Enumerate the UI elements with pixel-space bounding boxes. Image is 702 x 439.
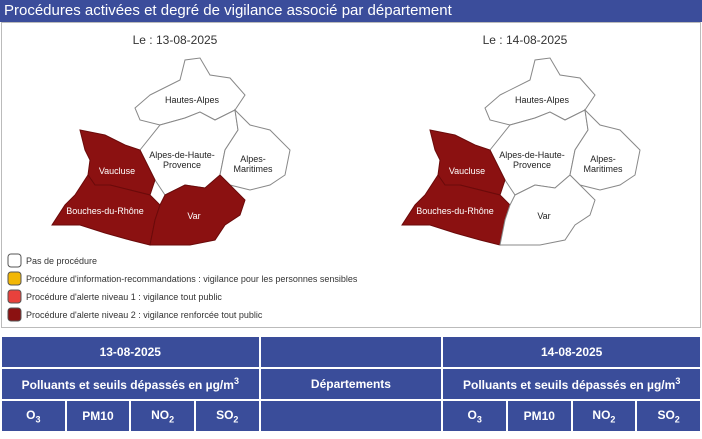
header-title: Procédures activées et degré de vigilanc…: [0, 0, 702, 22]
department-label: Bouches-du-Rhône: [66, 206, 144, 216]
pollutant-row: O3 PM10 NO2 SO2 O3 PM10 NO2 SO2: [2, 401, 700, 431]
department-label: Bouches-du-Rhône: [416, 206, 494, 216]
department: [51, 174, 161, 246]
legend-label: Procédure d'information-recommandations …: [26, 274, 358, 284]
legend-label: Pas de procédure: [26, 256, 97, 266]
empty-cell: [260, 337, 442, 367]
map-date: Le : 14-08-2025: [483, 33, 568, 47]
department-label: Var: [187, 211, 200, 221]
pollutant-sub: 2: [233, 414, 239, 425]
department: [499, 174, 596, 246]
department-label: Alpes-de-Haute-: [499, 150, 565, 160]
department-label: Provence: [163, 160, 201, 170]
department-label: Alpes-de-Haute-: [149, 150, 215, 160]
pollutant-base: SO: [216, 407, 234, 422]
map-date: Le : 13-08-2025: [133, 33, 218, 47]
pollutant-cell: PM10: [507, 401, 571, 431]
pollutant-sub: 3: [476, 414, 482, 425]
legend-swatch: [7, 253, 22, 268]
pollutant-sub: 3: [35, 414, 41, 425]
department-label: Var: [537, 211, 550, 221]
map-panel: [1, 22, 701, 328]
pollutant-base: PM10: [82, 409, 114, 423]
pollutant-cell: SO2: [637, 401, 700, 431]
heading-text: Polluants et seuils dépassés en µg/m: [21, 378, 234, 392]
pollutant-table: 13-08-2025 14-08-2025 Polluants et seuil…: [0, 335, 702, 433]
heading-sup: 3: [675, 376, 681, 386]
pollutant-cell: O3: [2, 401, 65, 431]
department-label: Alpes-: [590, 154, 616, 164]
legend-label: Procédure d'alerte niveau 1 : vigilance …: [26, 292, 222, 302]
pollutant-base: NO: [592, 407, 611, 422]
department-label: Maritimes: [233, 164, 273, 174]
empty-cell: [260, 401, 442, 431]
department-label: Vaucluse: [449, 166, 485, 176]
pollutant-sub: 2: [610, 414, 616, 425]
pollutant-base: O: [467, 407, 477, 422]
department-label: Hautes-Alpes: [165, 95, 220, 105]
department: [569, 108, 641, 191]
pollutant-cell: PM10: [66, 401, 130, 431]
heading-text: Polluants et seuils dépassés en µg/m: [462, 378, 676, 392]
pollutant-base: SO: [657, 407, 675, 422]
pollutant-sub: 2: [674, 414, 680, 425]
heading-sup: 3: [233, 376, 239, 386]
pollutant-base: O: [26, 407, 36, 422]
legend-label: Procédure d'alerte niveau 2 : vigilance …: [26, 310, 263, 320]
pollutant-cell: SO2: [195, 401, 259, 431]
pollutant-base: PM10: [523, 409, 555, 423]
pollutant-cell: O3: [443, 401, 506, 431]
pollutant-base: NO: [151, 407, 170, 422]
department-label: Vaucluse: [99, 166, 135, 176]
department-label: Maritimes: [583, 164, 623, 174]
pollutants-heading: Polluants et seuils dépassés en µg/m3: [443, 369, 700, 399]
department-label: Provence: [513, 160, 551, 170]
date-cell: 14-08-2025: [443, 337, 700, 367]
department-label: Alpes-: [240, 154, 266, 164]
departments-heading: Départements: [260, 369, 442, 399]
department: [401, 174, 511, 246]
legend-swatch: [7, 271, 22, 286]
maps: Le : 13-08-2025 Hautes-Alpes Alpes-de-Haut…: [7, 33, 641, 322]
pollutant-cell: NO2: [131, 401, 194, 431]
legend-swatch: [7, 307, 22, 322]
pollutant-sub: 2: [169, 414, 175, 425]
pollutants-heading: Polluants et seuils dépassés en µg/m3: [2, 369, 259, 399]
department-label: Hautes-Alpes: [515, 95, 570, 105]
department: [149, 174, 246, 246]
department: [219, 108, 291, 191]
legend-swatch: [7, 289, 22, 304]
pollutant-cell: NO2: [572, 401, 636, 431]
date-cell: 13-08-2025: [2, 337, 259, 367]
